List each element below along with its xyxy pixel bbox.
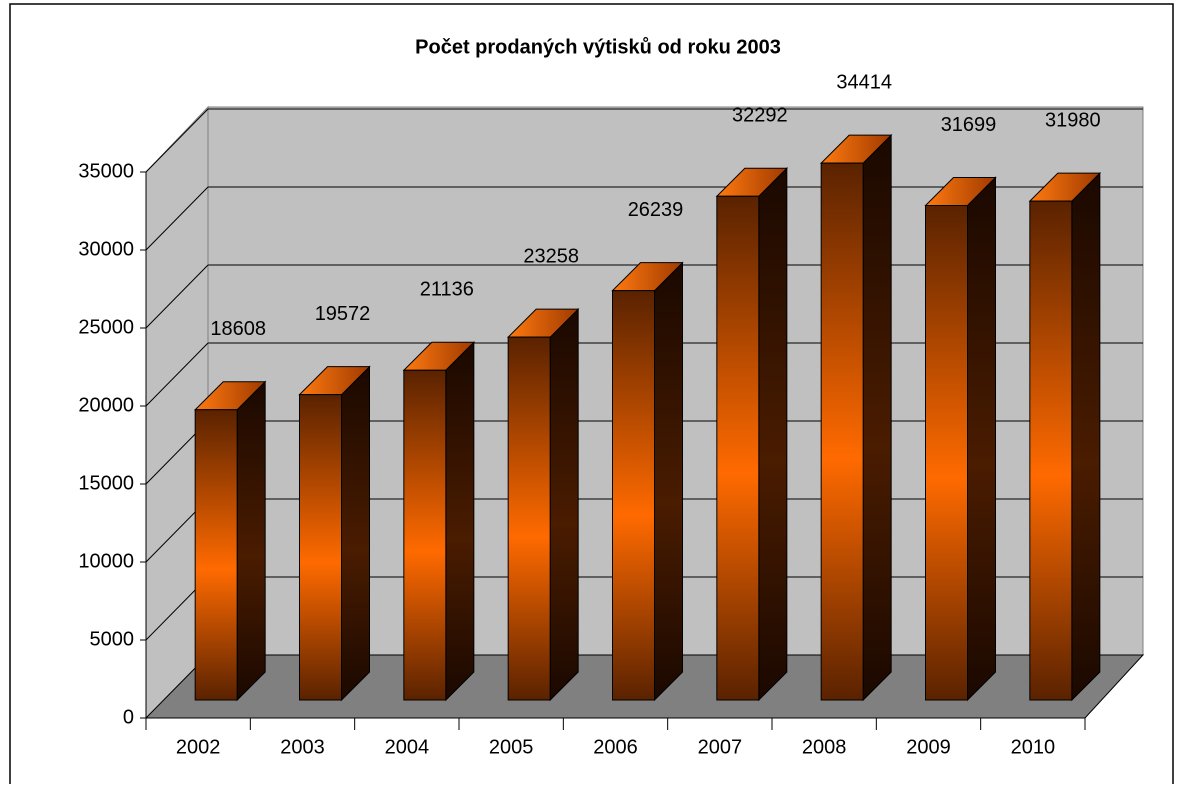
grid-line xyxy=(145,342,209,407)
bar-side xyxy=(236,380,266,702)
bar-side xyxy=(758,167,788,702)
data-label: 31980 xyxy=(1045,109,1101,131)
x-tick-label: 2010 xyxy=(1011,736,1056,758)
data-label: 19572 xyxy=(315,303,371,325)
bar-side xyxy=(1071,171,1101,702)
bar-side xyxy=(967,176,996,702)
bar-front xyxy=(403,369,447,701)
x-tick-label: 2005 xyxy=(489,736,534,758)
bar-front xyxy=(299,394,342,701)
data-label: 21136 xyxy=(420,279,474,301)
bar xyxy=(819,133,893,702)
bar-front xyxy=(612,290,655,701)
bar-side xyxy=(654,261,683,702)
y-tick-label: 20000 xyxy=(78,394,134,416)
y-tick-label: 0 xyxy=(123,706,134,728)
bar xyxy=(924,176,997,702)
bar-side xyxy=(862,133,892,702)
x-tick-label: 2007 xyxy=(698,736,743,758)
bar-side xyxy=(549,307,579,702)
data-label: 26239 xyxy=(628,199,684,221)
data-label: 31699 xyxy=(941,114,997,136)
bar-front xyxy=(1029,200,1073,701)
bar xyxy=(402,341,476,702)
bar xyxy=(298,365,371,702)
grid-line xyxy=(145,186,209,251)
grid-line xyxy=(145,108,209,173)
bar-front xyxy=(507,336,551,701)
x-tick-label: 2009 xyxy=(906,736,951,758)
y-tick-label: 35000 xyxy=(78,160,134,182)
x-tick-label: 2003 xyxy=(280,736,325,758)
y-tick-label: 5000 xyxy=(90,628,135,650)
bar xyxy=(1028,171,1102,702)
bar xyxy=(715,167,789,702)
grid-line xyxy=(145,264,209,329)
bar-front xyxy=(820,162,864,701)
bar-front xyxy=(194,409,238,701)
bar-front xyxy=(716,195,760,701)
y-tick-label: 30000 xyxy=(78,238,134,260)
chart-title: Počet prodaných výtisků od roku 2003 xyxy=(415,36,781,58)
x-tick-label: 2002 xyxy=(176,736,221,758)
data-label: 23258 xyxy=(523,245,579,267)
y-tick-label: 25000 xyxy=(78,316,134,338)
bar-front xyxy=(925,204,968,701)
bar xyxy=(611,261,684,702)
bar-side xyxy=(341,365,370,702)
bar-side xyxy=(445,341,475,702)
data-label: 34414 xyxy=(836,71,892,93)
bar xyxy=(193,380,267,702)
x-tick-label: 2006 xyxy=(593,736,638,758)
bar xyxy=(506,307,580,702)
data-label: 18608 xyxy=(210,318,266,340)
y-tick-label: 10000 xyxy=(78,550,134,572)
x-tick-label: 2008 xyxy=(802,736,847,758)
data-label: 32292 xyxy=(732,105,788,127)
x-tick-label: 2004 xyxy=(385,736,430,758)
y-tick-label: 15000 xyxy=(78,472,134,494)
